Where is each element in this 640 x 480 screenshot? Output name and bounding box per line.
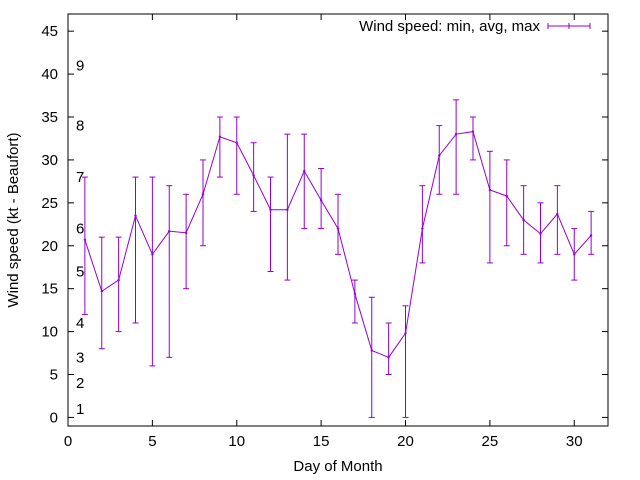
x-tick-label: 25 xyxy=(482,433,499,450)
y-tick-label: 20 xyxy=(41,238,58,255)
beaufort-label: 4 xyxy=(76,315,84,332)
data-point xyxy=(252,174,255,177)
beaufort-labels: 1 2 3 4 5 6 7 8 9 xyxy=(76,58,84,418)
x-tick-label: 10 xyxy=(228,433,245,450)
data-point xyxy=(269,208,272,211)
data-point xyxy=(387,356,390,359)
x-tick-label: 15 xyxy=(313,433,330,450)
beaufort-label: 6 xyxy=(76,221,84,238)
y-axis-title: Wind speed (kt - Beaufort) xyxy=(5,132,22,307)
data-point xyxy=(539,232,542,235)
data-point xyxy=(235,141,238,144)
legend-sample xyxy=(547,23,591,29)
data-point xyxy=(589,234,593,237)
beaufort-label: 2 xyxy=(76,375,84,392)
x-tick-label: 0 xyxy=(64,433,72,450)
y-tick-label: 40 xyxy=(41,66,58,83)
beaufort-label: 5 xyxy=(76,264,84,281)
data-point xyxy=(134,214,137,217)
data-point xyxy=(404,332,407,335)
data-point xyxy=(421,227,424,230)
data-point xyxy=(286,208,289,211)
beaufort-label: 7 xyxy=(76,169,84,186)
data-point xyxy=(151,253,154,256)
x-tick-label: 5 xyxy=(148,433,156,450)
y-tick-label: 30 xyxy=(41,152,58,169)
x-tick-label: 20 xyxy=(397,433,414,450)
beaufort-label: 9 xyxy=(76,58,84,75)
beaufort-label: 1 xyxy=(76,401,84,418)
y-tick-label: 35 xyxy=(41,109,58,126)
data-point xyxy=(438,154,441,157)
y-tick-label: 5 xyxy=(50,367,58,384)
beaufort-label: 3 xyxy=(76,349,84,366)
data-point xyxy=(83,238,87,241)
data-point xyxy=(201,193,205,196)
data-point xyxy=(184,231,188,235)
data-point xyxy=(168,229,171,233)
data-point xyxy=(488,188,492,192)
data-point xyxy=(573,253,576,256)
y-tick-label: 10 xyxy=(41,324,58,341)
series-wind-speed xyxy=(81,99,595,418)
data-point xyxy=(117,278,120,282)
data-point xyxy=(505,194,508,198)
x-axis-ticks: 0 5 10 15 20 25 30 xyxy=(64,14,583,450)
y-tick-label: 45 xyxy=(41,23,58,40)
data-point xyxy=(522,218,525,222)
legend: Wind speed: min, avg, max xyxy=(359,18,591,35)
x-axis-title: Day of Month xyxy=(293,458,382,475)
x-tick-label: 30 xyxy=(566,433,583,450)
data-point xyxy=(471,130,475,133)
data-point xyxy=(353,292,357,296)
data-point xyxy=(303,169,306,173)
data-point xyxy=(556,212,559,216)
y-tick-label: 0 xyxy=(50,409,58,426)
plot-frame xyxy=(67,13,609,427)
data-point xyxy=(100,290,103,293)
beaufort-label: 8 xyxy=(76,118,84,135)
data-point xyxy=(336,227,340,230)
legend-label: Wind speed: min, avg, max xyxy=(359,18,540,35)
y-tick-label: 15 xyxy=(41,281,58,298)
data-point xyxy=(319,199,323,202)
data-point xyxy=(370,349,373,352)
y-tick-label: 25 xyxy=(41,195,58,212)
data-point xyxy=(218,135,222,138)
data-point xyxy=(454,132,458,136)
